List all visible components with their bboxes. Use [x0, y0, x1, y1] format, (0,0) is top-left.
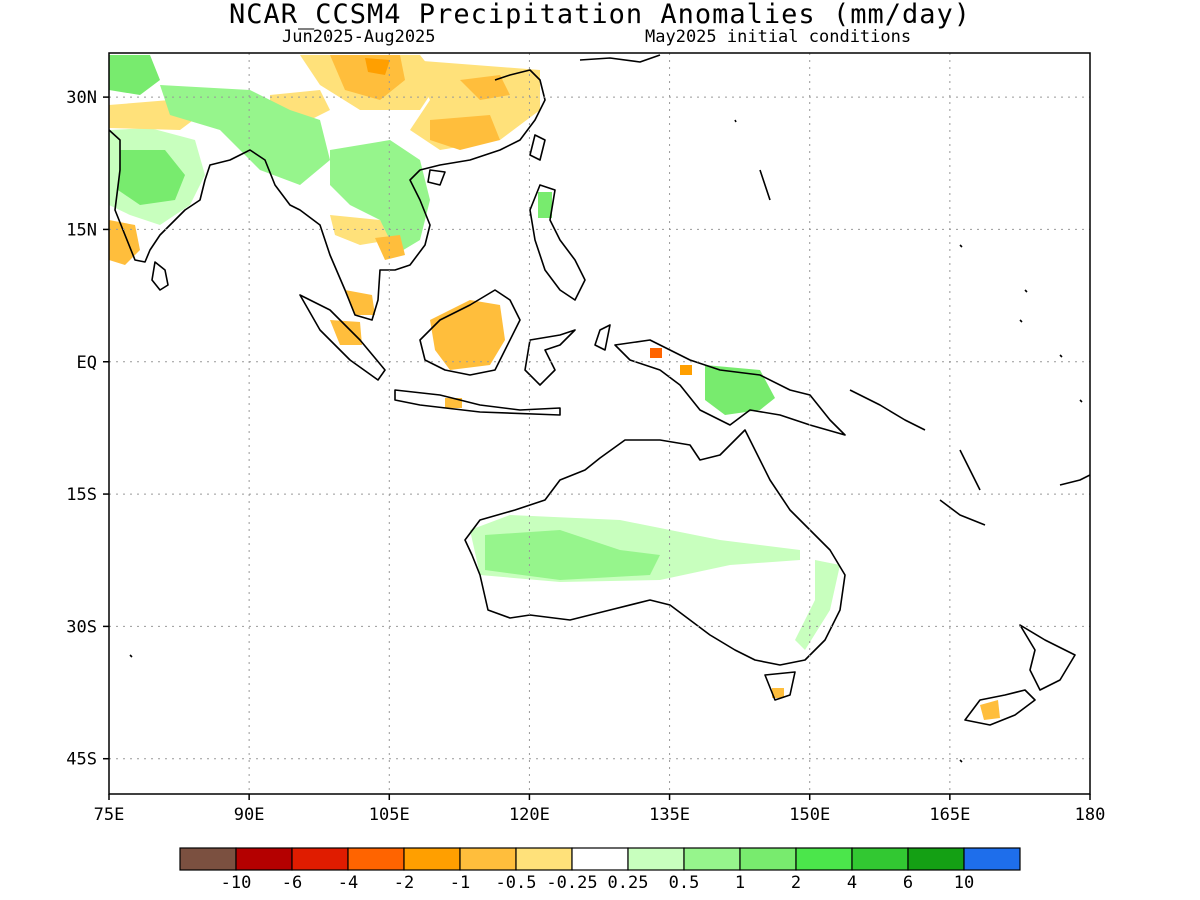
- colorbar-swatch: [347, 847, 405, 871]
- anomaly-dry-tasmania: [772, 688, 784, 698]
- coastline-borneo: [419, 289, 521, 376]
- latitude-axis: 30N 15N EQ 15S 30S 45S: [66, 88, 109, 770]
- colorbar-label: -0.5: [496, 873, 537, 893]
- lon-tick-label: 180: [1075, 805, 1106, 825]
- anomaly-dry-south-india: [109, 220, 140, 265]
- coastline-australia: [464, 429, 846, 666]
- colorbar-label: -6: [282, 873, 302, 893]
- lon-tick-label: 150E: [789, 805, 830, 825]
- anomaly-wet-northwest: [109, 55, 160, 95]
- coastline-moluccas: [594, 324, 611, 351]
- lon-tick-label: 165E: [929, 805, 970, 825]
- lon-tick-label: 120E: [509, 805, 550, 825]
- anomaly-wet-india-core: [118, 150, 185, 205]
- forecast-period: Jun2025-Aug2025: [282, 27, 436, 47]
- lat-tick-label: 30S: [66, 617, 97, 637]
- colorbar-label: 2: [791, 873, 801, 893]
- lat-tick-label: 45S: [66, 750, 97, 770]
- plot-frame: [108, 52, 1091, 795]
- coastline-asia: [109, 69, 546, 321]
- colorbar-swatch: [627, 847, 685, 871]
- coastlines: [109, 54, 1090, 763]
- coastline-new-zealand-north: [1019, 624, 1076, 691]
- coastline-sulawesi: [524, 329, 576, 386]
- gridlines: [109, 53, 1090, 794]
- anomaly-wet-new-guinea: [705, 365, 775, 415]
- lat-tick-label: 30N: [66, 88, 97, 108]
- anomaly-wet-philippines: [538, 192, 552, 218]
- anomaly-wet-indochina: [330, 140, 430, 255]
- coastline-tasmania: [764, 671, 796, 701]
- anomaly-dry-new-zealand: [980, 700, 1000, 720]
- anomaly-dry-china-core: [430, 115, 500, 150]
- coastline-fiji: [1059, 474, 1090, 486]
- colorbar-swatch: [739, 847, 797, 871]
- lat-tick-label: 15N: [66, 220, 97, 240]
- lon-tick-label: 135E: [649, 805, 690, 825]
- lat-tick-label: EQ: [77, 353, 97, 373]
- anomaly-dry-borneo: [430, 300, 505, 370]
- colorbar: -10 -6 -4 -2 -1 -0.5 -0.25 0.25 0.5 1 2 4 6 10: [179, 847, 1021, 893]
- colorbar-label: 0.25: [608, 873, 649, 893]
- coastline-java: [394, 389, 561, 416]
- anomaly-dry-new-guinea: [650, 348, 662, 358]
- colorbar-swatch: [795, 847, 853, 871]
- anomaly-dry-thailand: [330, 215, 390, 245]
- coastline-new-guinea: [614, 339, 846, 436]
- coastline-new-caledonia: [939, 499, 986, 526]
- coastline-philippines: [529, 184, 586, 301]
- colorbar-label: -0.25: [546, 873, 597, 893]
- colorbar-swatch: [851, 847, 909, 871]
- anomaly-wet-east-australia: [795, 560, 840, 650]
- colorbar-label: -2: [394, 873, 414, 893]
- colorbar-swatch: [683, 847, 741, 871]
- colorbar-swatch: [291, 847, 349, 871]
- colorbar-swatch: [963, 847, 1021, 871]
- coastline-vanuatu: [959, 449, 981, 491]
- colorbar-label: -4: [338, 873, 358, 893]
- anomaly-dry-tibet-max: [365, 58, 390, 75]
- lon-tick-label: 75E: [94, 805, 125, 825]
- longitude-axis: 75E 90E 105E 120E 135E 150E 165E 180: [94, 794, 1106, 825]
- coastline-sumatra: [299, 294, 386, 381]
- coastline-solomons: [849, 389, 926, 431]
- colorbar-label: -1: [450, 873, 470, 893]
- anomaly-shading: [109, 55, 1000, 720]
- colorbar-swatch: [459, 847, 517, 871]
- anomaly-wet-bay-bengal: [160, 85, 330, 185]
- anomaly-dry-java: [445, 398, 462, 408]
- map-title: NCAR_CCSM4 Precipitation Anomalies (mm/d…: [229, 0, 971, 30]
- colorbar-label: 1: [735, 873, 745, 893]
- coastline-new-zealand-south: [964, 689, 1036, 726]
- colorbar-swatch: [403, 847, 461, 871]
- anomaly-wet-australia-core: [485, 530, 660, 580]
- coastline-micronesia: [129, 119, 1083, 763]
- colorbar-label: 4: [847, 873, 857, 893]
- lat-tick-label: 15S: [66, 485, 97, 505]
- coastline-taiwan: [529, 134, 546, 161]
- anomaly-dry-sumatra: [330, 320, 362, 345]
- lon-tick-label: 90E: [234, 805, 265, 825]
- coastline-japan: [579, 54, 661, 63]
- anomaly-dry-new-guinea-small: [680, 365, 692, 375]
- colorbar-swatch: [179, 847, 237, 871]
- anomaly-dry-vietnam: [375, 235, 405, 260]
- colorbar-swatch: [571, 847, 629, 871]
- lon-tick-label: 105E: [369, 805, 410, 825]
- colorbar-swatch: [515, 847, 573, 871]
- coastline-sri-lanka: [151, 261, 169, 291]
- initial-conditions: May2025 initial conditions: [645, 27, 912, 47]
- colorbar-label: 0.5: [669, 873, 700, 893]
- colorbar-label: 6: [903, 873, 913, 893]
- anomaly-dry-china-north: [460, 75, 510, 100]
- colorbar-label: 10: [954, 873, 974, 893]
- coastline-hainan: [427, 169, 446, 186]
- colorbar-label: -10: [221, 873, 252, 893]
- colorbar-swatch: [235, 847, 293, 871]
- colorbar-swatch: [907, 847, 965, 871]
